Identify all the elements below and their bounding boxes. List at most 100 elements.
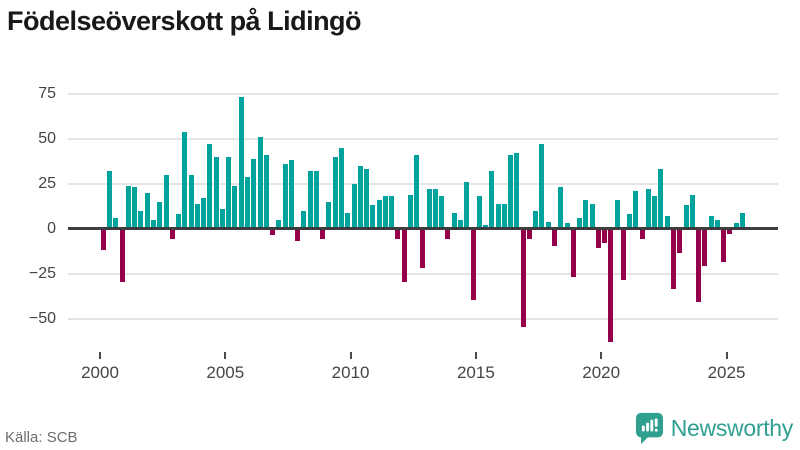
- gridline-y-25: [68, 182, 778, 185]
- bar-71: [545, 221, 551, 227]
- bar-74: [564, 223, 570, 227]
- x-tick-label: 2020: [582, 363, 621, 382]
- bar-54: [439, 196, 445, 227]
- newsworthy-logo: Newsworthy: [635, 412, 793, 445]
- bar-56: [451, 212, 457, 227]
- x-tick-label: 2005: [206, 363, 245, 382]
- bar-57: [458, 219, 463, 227]
- bar-28: [276, 219, 282, 227]
- bar-27: [270, 230, 276, 236]
- bar-13: [182, 131, 188, 227]
- bar-16: [201, 198, 207, 227]
- gridline-y--50: [68, 317, 778, 320]
- bar-1: [107, 171, 113, 227]
- bar-58: [464, 182, 470, 227]
- bar-10: [163, 174, 169, 227]
- bar-90: [664, 216, 670, 227]
- bar-64: [501, 203, 507, 227]
- y-tick-label: 50: [38, 129, 56, 147]
- bar-17: [207, 144, 213, 227]
- bar-89: [658, 169, 664, 227]
- bar-6: [138, 210, 144, 227]
- bar-12: [176, 214, 182, 227]
- newsworthy-logo-text: Newsworthy: [670, 415, 794, 441]
- bar-59: [470, 230, 476, 301]
- bar-25: [257, 137, 263, 227]
- bar-51: [420, 230, 426, 268]
- x-tick-mark: [600, 352, 603, 359]
- bar-45: [382, 196, 388, 227]
- bar-4: [125, 185, 131, 227]
- bar-78: [589, 203, 595, 227]
- bar-69: [533, 210, 539, 227]
- bar-97: [708, 216, 714, 227]
- bar-99: [721, 230, 727, 263]
- bar-38: [338, 147, 344, 227]
- bar-87: [645, 189, 651, 227]
- bar-36: [326, 201, 332, 227]
- bar-3: [119, 230, 125, 283]
- bar-24: [251, 158, 257, 227]
- bar-23: [244, 176, 250, 227]
- bar-32: [301, 210, 307, 227]
- bar-46: [389, 196, 395, 227]
- bar-43: [370, 205, 376, 227]
- bar-53: [432, 189, 438, 227]
- bar-33: [307, 171, 313, 227]
- bar-100: [727, 230, 733, 234]
- x-axis-zero-line: [68, 227, 778, 230]
- bar-29: [282, 164, 288, 227]
- bar-83: [620, 230, 626, 281]
- bar-88: [652, 196, 658, 227]
- bar-86: [639, 230, 645, 239]
- bar-34: [313, 171, 319, 227]
- bar-62: [489, 171, 495, 227]
- bar-55: [445, 230, 451, 239]
- newsworthy-logo-icon: [635, 412, 663, 445]
- bar-73: [558, 187, 564, 227]
- bar-66: [514, 153, 520, 227]
- gridline-y--25: [68, 272, 778, 275]
- bar-52: [426, 189, 432, 227]
- bar-95: [696, 230, 702, 302]
- bar-42: [364, 169, 370, 227]
- bar-98: [714, 219, 720, 227]
- bar-82: [614, 200, 620, 227]
- x-tick-label: 2010: [331, 363, 370, 382]
- bar-5: [132, 187, 138, 227]
- y-tick-label: 75: [38, 84, 56, 102]
- bar-20: [226, 156, 232, 227]
- bar-96: [702, 230, 708, 266]
- bar-63: [495, 203, 501, 227]
- bar-50: [414, 155, 420, 227]
- bar-7: [144, 192, 150, 227]
- bar-68: [526, 230, 532, 239]
- bar-101: [733, 223, 739, 227]
- bar-102: [739, 212, 745, 227]
- x-tick-mark: [224, 352, 227, 359]
- bar-49: [407, 194, 413, 227]
- bar-75: [570, 230, 576, 277]
- x-tick-mark: [99, 352, 101, 359]
- bar-93: [683, 205, 689, 227]
- bar-8: [151, 219, 157, 227]
- bar-11: [169, 230, 175, 239]
- bar-30: [288, 160, 294, 227]
- y-tick-label: −25: [28, 264, 56, 282]
- bar-81: [608, 230, 614, 342]
- bar-9: [157, 201, 163, 227]
- bar-91: [671, 230, 676, 290]
- bar-47: [395, 230, 401, 239]
- x-tick-label: 2025: [707, 363, 746, 382]
- bar-21: [232, 185, 238, 227]
- gridline-y-75: [68, 92, 778, 95]
- bar-22: [238, 97, 244, 227]
- bar-37: [332, 156, 338, 227]
- y-tick-label: 25: [38, 174, 56, 192]
- bar-35: [320, 230, 326, 239]
- bar-85: [633, 191, 639, 227]
- bar-15: [194, 203, 200, 227]
- bar-39: [345, 212, 351, 227]
- gridline-y-50: [68, 137, 778, 140]
